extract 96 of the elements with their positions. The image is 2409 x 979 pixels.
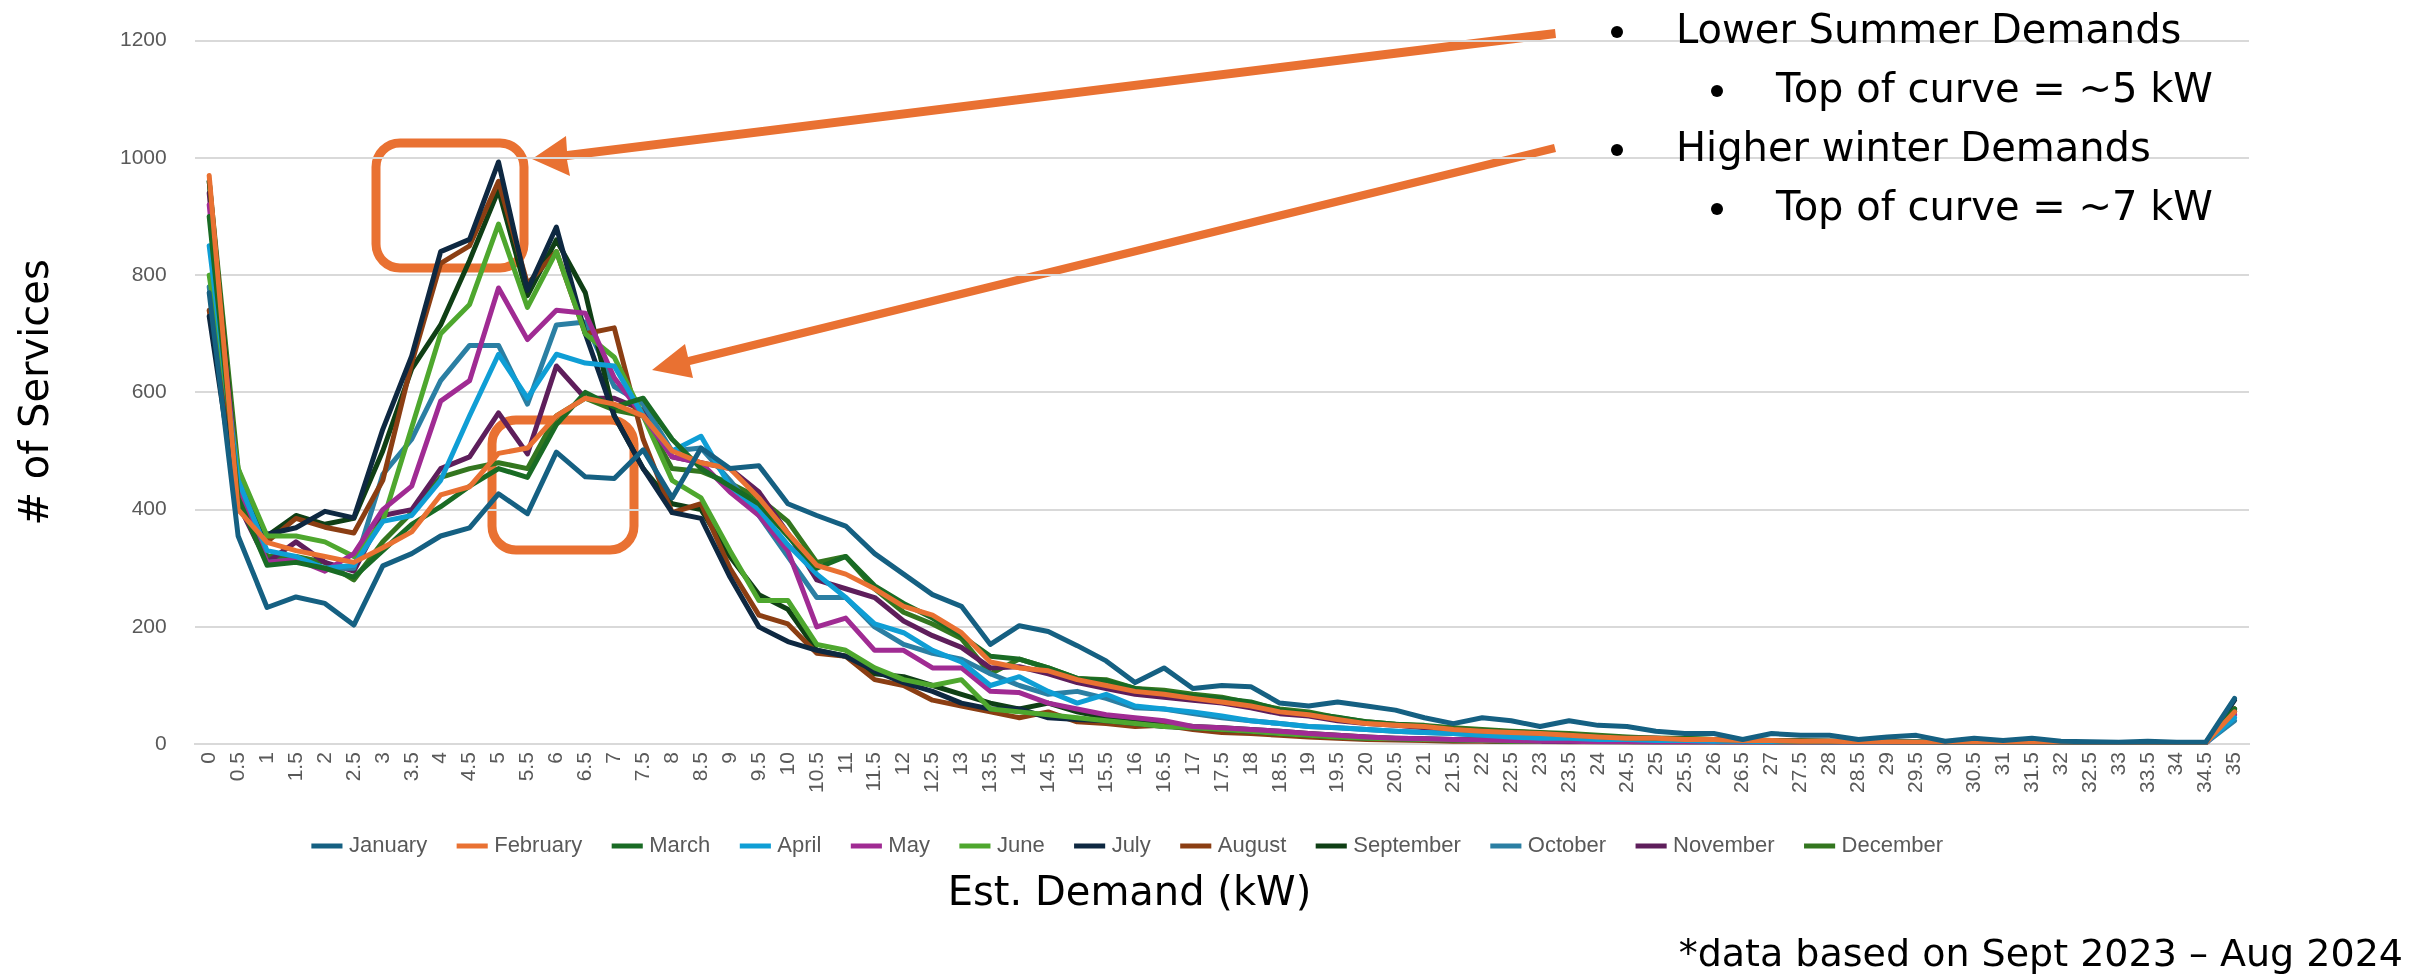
x-tick-label: 12 [890,752,914,776]
x-tick-label: 24 [1584,751,1608,776]
x-tick-label: 18 [1237,752,1261,776]
x-tick-label: 23.5 [1555,752,1579,793]
x-tick-label: 29 [1874,752,1898,776]
legend-label: September [1353,832,1461,858]
x-tick-label: 26 [1700,752,1724,776]
x-tick-label: 7 [601,752,625,764]
x-tick-label: 21 [1411,752,1435,776]
x-tick-label: 14 [1006,751,1030,776]
x-tick-label: 25 [1642,752,1666,776]
x-tick-label: 2.5 [340,752,364,782]
x-tick-label: 16 [1121,752,1145,776]
x-tick-label: 27 [1758,752,1782,776]
x-tick-label: 27.5 [1787,752,1811,793]
annotation: Top of curve = ~5 kW [1775,64,2213,113]
x-tick-label: 4 [427,751,451,764]
y-axis-title: # of Services [11,259,58,526]
x-tick-label: 30.5 [1960,752,1984,793]
x-tick-label: 17 [1179,752,1203,776]
x-tick-label: 3 [369,752,393,764]
x-tick-label: 28 [1816,752,1840,776]
x-tick-label: 35 [2221,752,2245,776]
annotation: Lower Summer Demands [1675,5,2183,54]
x-tick-label: 22 [1469,752,1493,776]
x-tick-label: 5.5 [514,752,538,782]
x-tick-label: 8.5 [687,752,711,782]
legend-label: November [1673,832,1775,858]
x-tick-label: 34 [2163,751,2187,776]
x-tick-label: 33.5 [2134,752,2158,793]
x-tick-label: 31.5 [2018,752,2042,793]
x-tick-label: 22.5 [1497,752,1521,793]
x-tick-label: 6 [543,752,567,764]
x-tick-label: 19 [1295,752,1319,776]
x-tick-label: 0.5 [224,752,248,782]
x-tick-label: 13.5 [977,752,1001,793]
legend-label: February [494,832,583,858]
annotation: Higher winter Demands [1675,123,2152,172]
legend-label: June [996,832,1045,858]
x-tick-label: 32.5 [2076,752,2100,793]
x-tick-label: 18.5 [1266,752,1290,793]
x-tick-label: 10 [774,752,798,776]
x-tick-label: 24.5 [1613,752,1637,793]
legend-label: July [1111,832,1151,858]
x-tick-label: 11 [832,752,856,774]
y-tick-label: 800 [131,261,167,285]
x-tick-label: 33 [2105,752,2129,776]
legend-label: January [348,832,428,858]
x-tick-label: 15.5 [1092,752,1116,793]
x-tick-label: 34.5 [2192,752,2216,793]
x-tick-label: 20.5 [1382,752,1406,793]
legend-label: April [777,832,822,858]
annotation: Top of curve = ~7 kW [1775,182,2213,231]
x-tick-label: 0 [195,752,219,764]
x-tick-label: 7.5 [629,752,653,782]
x-tick-label: 5 [485,752,509,764]
x-tick-label: 9 [716,752,740,764]
legend-label: October [1527,832,1607,858]
legend-label: May [888,832,930,858]
x-tick-label: 1 [253,752,277,764]
y-tick-label: 1200 [120,27,167,51]
x-tick-label: 31 [1989,752,2013,776]
x-tick-label: 19.5 [1324,752,1348,793]
x-tick-label: 6.5 [572,752,596,782]
x-axis-title: Est. Demand (kW) [947,868,1312,915]
text: *data based on Sept 2023 – Aug 2024 [1678,931,2403,975]
x-tick-label: 12.5 [919,752,943,793]
x-tick-label: 21.5 [1440,752,1464,793]
x-tick-label: 25.5 [1671,752,1695,793]
x-tick-label: 17.5 [1208,752,1232,793]
y-tick-label: 400 [131,496,167,520]
x-tick-label: 10.5 [803,752,827,793]
x-tick-label: 23 [1526,752,1550,776]
x-tick-label: 1.5 [282,752,306,782]
x-tick-label: 8 [658,752,682,764]
x-tick-label: 29.5 [1903,752,1927,793]
y-tick-label: 200 [131,613,167,637]
legend-label: August [1217,832,1287,858]
x-tick-label: 30 [1931,752,1955,776]
legend-label: March [649,832,711,858]
x-tick-label: 14.5 [1035,752,1059,793]
x-tick-label: 13 [948,752,972,776]
x-tick-label: 9.5 [745,752,769,782]
x-tick-label: 11.5 [861,752,885,792]
x-tick-label: 32 [2047,752,2071,776]
x-tick-label: 28.5 [1845,752,1869,793]
x-tick-label: 20 [1353,752,1377,776]
x-tick-label: 3.5 [398,752,422,782]
y-tick-label: 600 [131,379,167,403]
legend-label: December [1841,832,1944,858]
x-tick-label: 15 [1063,752,1087,776]
x-tick-label: 26.5 [1729,752,1753,793]
x-tick-label: 4.5 [456,752,480,782]
x-tick-label: 16.5 [1150,752,1174,793]
y-tick-label: 1000 [120,144,167,168]
x-tick-label: 2 [311,752,335,764]
